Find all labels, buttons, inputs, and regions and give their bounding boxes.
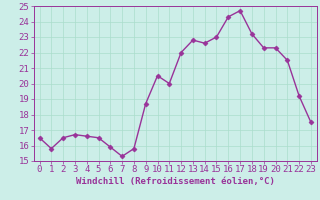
X-axis label: Windchill (Refroidissement éolien,°C): Windchill (Refroidissement éolien,°C) (76, 177, 275, 186)
